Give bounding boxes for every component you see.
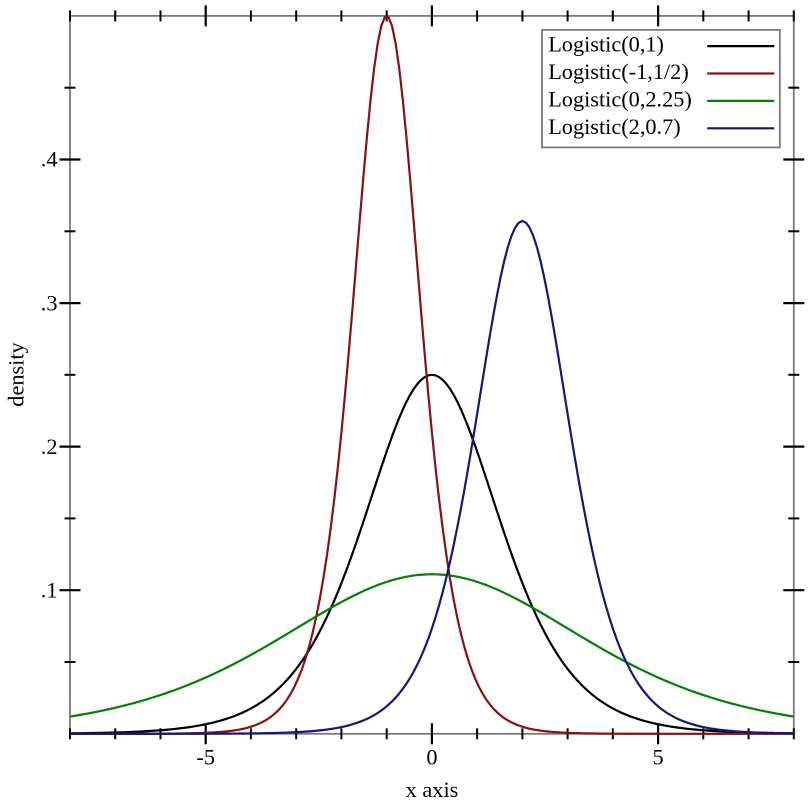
svg-text:Logistic(-1,1/2): Logistic(-1,1/2) bbox=[548, 59, 689, 84]
svg-text:.1: .1 bbox=[41, 577, 58, 602]
svg-text:Logistic(0,2.25): Logistic(0,2.25) bbox=[548, 87, 692, 112]
svg-text:.3: .3 bbox=[41, 290, 58, 315]
svg-text:.2: .2 bbox=[41, 434, 58, 459]
svg-text:x axis: x axis bbox=[406, 777, 459, 802]
svg-text:5: 5 bbox=[653, 745, 664, 770]
svg-text:.4: .4 bbox=[41, 147, 58, 172]
svg-text:Logistic(0,1): Logistic(0,1) bbox=[548, 32, 664, 57]
svg-text:0: 0 bbox=[426, 745, 437, 770]
svg-text:density: density bbox=[4, 341, 29, 406]
svg-text:Logistic(2,0.7): Logistic(2,0.7) bbox=[548, 114, 681, 139]
svg-text:-5: -5 bbox=[196, 745, 215, 770]
